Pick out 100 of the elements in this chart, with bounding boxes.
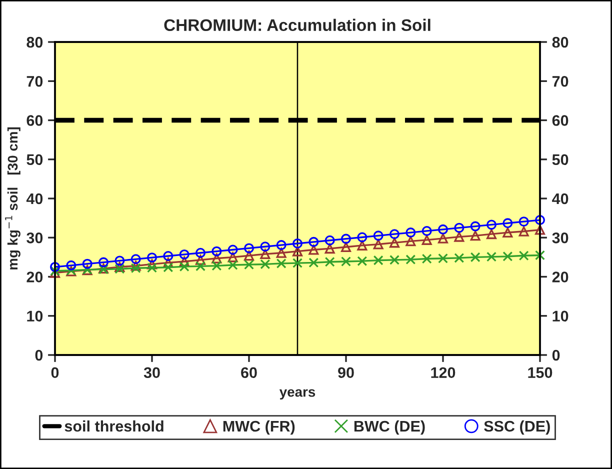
legend-label: MWC (FR)	[223, 420, 295, 435]
point	[502, 228, 513, 238]
point	[535, 224, 545, 235]
y2-tick-label: 70	[552, 76, 568, 87]
point	[228, 260, 238, 270]
x-tick-label: 30	[144, 367, 160, 378]
y-tick-label: 80	[26, 36, 43, 48]
legend-label: soil threshold	[64, 420, 164, 432]
point	[324, 256, 335, 267]
point	[357, 256, 368, 266]
point	[341, 256, 351, 266]
point	[260, 242, 270, 252]
y-tick-label: 70	[26, 76, 43, 87]
point	[228, 244, 238, 255]
point	[324, 244, 335, 254]
point	[244, 250, 254, 261]
y2-tick-label: 50	[552, 154, 568, 166]
y-axis-title: mg kg$^{−1}$ soil [30 cm]	[5, 127, 20, 270]
point	[357, 232, 368, 242]
point	[438, 233, 448, 244]
x-tick-label: 60	[241, 367, 257, 378]
y2-tick-label: 80	[552, 36, 568, 48]
point	[179, 249, 190, 260]
legend-label: SSC (DE)	[484, 420, 550, 435]
y2-tick-label: 10	[552, 310, 568, 322]
point	[212, 246, 222, 256]
y-tick-label: 20	[26, 272, 43, 282]
y-tick-label: 30	[26, 232, 43, 244]
x-tick-label: 90	[338, 367, 354, 378]
point	[98, 257, 108, 268]
point	[276, 248, 286, 258]
point	[292, 258, 302, 268]
y-tick-label: 10	[27, 310, 43, 322]
point	[406, 254, 416, 265]
point	[50, 262, 60, 272]
chart-title: CHROMIUM: Accumulation in Soil	[164, 18, 430, 32]
point	[244, 243, 254, 254]
y-tick-label: 40	[26, 193, 43, 204]
point	[406, 228, 416, 238]
point	[390, 238, 400, 248]
point	[308, 244, 319, 255]
point	[454, 222, 464, 233]
point	[114, 256, 125, 266]
point	[163, 262, 174, 272]
point	[228, 252, 238, 262]
point	[292, 238, 302, 248]
point	[454, 252, 464, 263]
x-tick-label: 150	[528, 367, 552, 378]
point	[196, 261, 206, 272]
point	[406, 236, 416, 246]
point	[244, 260, 254, 270]
point	[276, 240, 286, 250]
y2-tick-label: 30	[552, 232, 568, 244]
point	[438, 253, 448, 264]
y2-tick-label: 40	[552, 193, 568, 204]
x-tick-label: 120	[431, 367, 456, 378]
point	[373, 239, 384, 250]
point	[470, 252, 480, 262]
legend-label: BWC (DE)	[354, 420, 425, 435]
point	[308, 236, 319, 247]
point	[502, 218, 513, 228]
y-tick-label: 50	[26, 154, 43, 166]
point	[308, 258, 319, 268]
point	[130, 263, 141, 274]
point	[502, 251, 513, 262]
point	[422, 254, 432, 264]
point	[470, 221, 480, 232]
point	[260, 249, 270, 260]
point	[212, 253, 222, 264]
point	[147, 252, 157, 263]
point	[486, 220, 496, 230]
point	[147, 262, 157, 273]
point	[486, 252, 496, 262]
x-axis-title: years	[279, 389, 316, 400]
point	[324, 235, 335, 246]
point	[518, 226, 529, 236]
point	[454, 232, 464, 242]
point	[535, 250, 545, 260]
x-tick-label: 0	[51, 367, 59, 378]
point	[422, 226, 432, 236]
point	[276, 258, 286, 268]
point	[470, 230, 480, 241]
y2-tick-label: 60	[552, 115, 568, 126]
y2-tick-label: 20	[552, 272, 568, 282]
point	[422, 234, 432, 245]
y-tick-label: 0	[35, 350, 43, 361]
point	[130, 254, 141, 264]
point	[196, 254, 206, 265]
point	[390, 254, 400, 265]
point	[66, 260, 76, 270]
point	[196, 248, 206, 258]
point	[535, 215, 545, 226]
point	[130, 260, 141, 271]
point	[212, 260, 222, 271]
point	[260, 259, 270, 270]
point	[341, 234, 351, 244]
point	[373, 255, 384, 266]
point	[518, 250, 529, 261]
point	[357, 240, 368, 250]
y2-tick-label: 0	[552, 350, 560, 361]
